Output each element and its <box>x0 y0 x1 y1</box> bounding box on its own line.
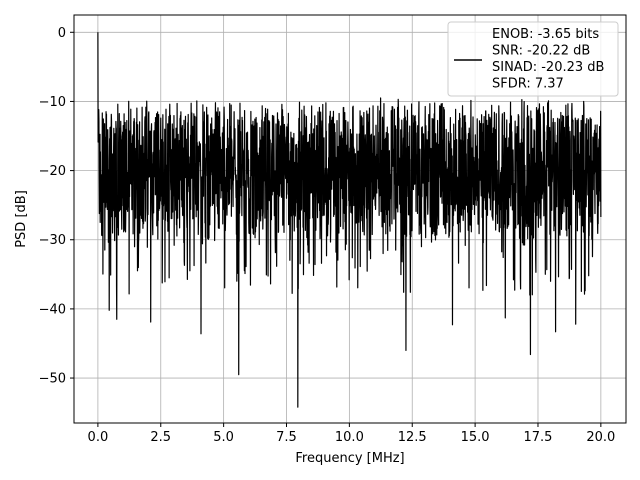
x-tick-label: 20.0 <box>586 430 615 445</box>
x-tick-label: 2.5 <box>150 430 171 445</box>
x-tick-label: 12.5 <box>398 430 427 445</box>
x-tick-label: 7.5 <box>276 430 297 445</box>
legend-box <box>447 21 619 97</box>
y-axis-label: PSD [dB] <box>14 190 29 248</box>
x-tick-label: 17.5 <box>524 430 553 445</box>
legend-entry-sfdr: SFDR: 7.37 <box>492 77 564 92</box>
x-tick-label: 5.0 <box>213 430 234 445</box>
legend-entry-sinad: SINAD: -20.23 dB <box>492 60 604 75</box>
x-tick-label: 10.0 <box>335 430 364 445</box>
y-tick-label: 0 <box>58 26 66 41</box>
y-tick-label: −40 <box>39 302 66 317</box>
x-tick-label: 15.0 <box>461 430 490 445</box>
psd-series-line <box>97 32 602 408</box>
legend: ENOB: -3.65 bits SNR: -20.22 dB SINAD: -… <box>447 21 619 97</box>
axes-frame <box>73 14 627 424</box>
x-axis-label: Frequency [MHz] <box>295 451 404 466</box>
y-tick-label: −10 <box>39 95 66 110</box>
x-axis-ticks: 0.0 2.5 5.0 7.5 10.0 12.5 15.0 17.5 20.0 <box>88 423 615 445</box>
legend-entry-enob: ENOB: -3.65 bits <box>492 27 599 42</box>
y-tick-label: −50 <box>39 372 66 387</box>
x-tick-label: 0.0 <box>88 430 109 445</box>
y-tick-label: −20 <box>39 164 66 179</box>
plot-area <box>97 32 602 408</box>
legend-entry-snr: SNR: -20.22 dB <box>492 44 590 59</box>
y-tick-label: −30 <box>39 233 66 248</box>
y-axis-ticks: 0 −10 −20 −30 −40 −50 <box>39 26 74 387</box>
